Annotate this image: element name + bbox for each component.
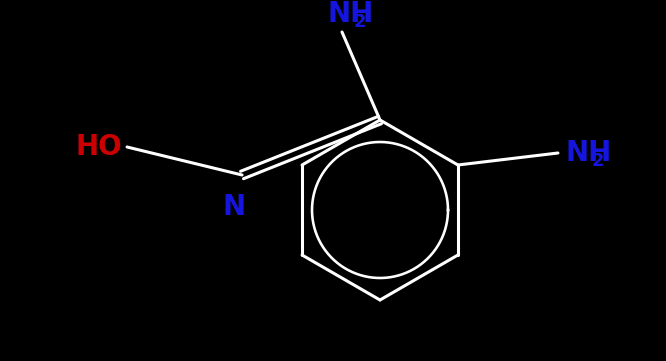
Text: N: N: [222, 193, 246, 221]
Text: 2: 2: [354, 13, 366, 31]
Text: 2: 2: [592, 152, 605, 170]
Text: NH: NH: [566, 139, 612, 167]
Text: HO: HO: [75, 133, 122, 161]
Text: NH: NH: [328, 0, 374, 28]
